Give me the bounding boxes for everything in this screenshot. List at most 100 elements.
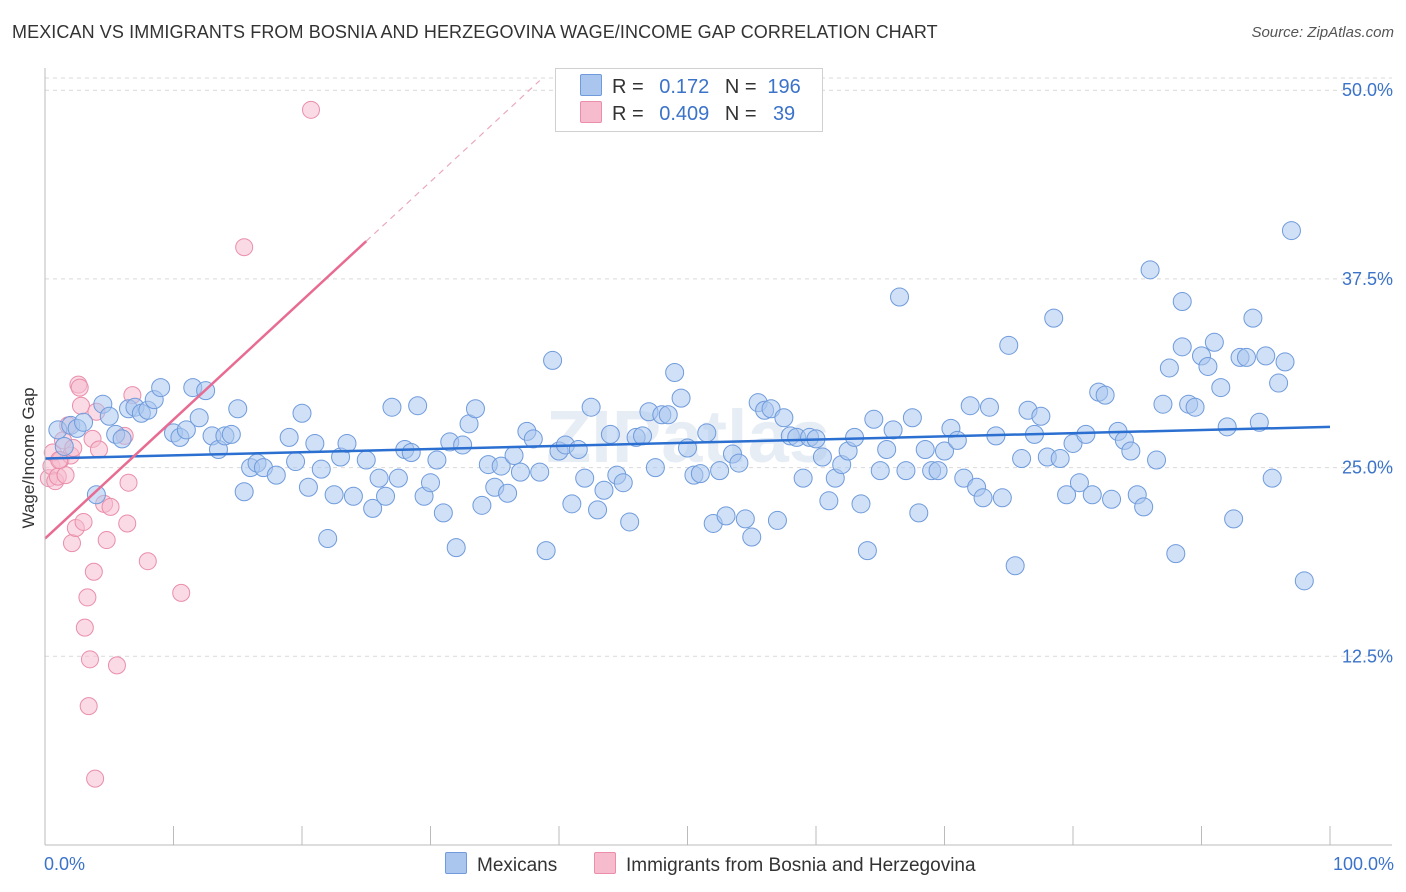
- data-point-mexicans: [620, 512, 640, 532]
- data-point-mexicans: [645, 458, 665, 478]
- bosnia-r-value: 0.409: [659, 103, 710, 125]
- data-point-bosnia: [101, 497, 120, 516]
- data-point-mexicans: [992, 488, 1012, 508]
- data-point-mexicans: [1204, 332, 1224, 352]
- data-point-mexicans: [1153, 394, 1173, 414]
- data-point-mexicans: [735, 509, 755, 529]
- pink-swatch: [580, 101, 602, 123]
- data-point-mexicans: [298, 477, 318, 497]
- data-point-mexicans: [99, 406, 119, 426]
- data-point-mexicans: [1243, 308, 1263, 328]
- data-point-mexicans: [947, 430, 967, 450]
- data-point-mexicans: [1256, 346, 1276, 366]
- data-point-bosnia: [235, 238, 254, 257]
- data-point-mexicans: [266, 465, 286, 485]
- data-point-mexicans: [902, 408, 922, 428]
- data-point-mexicans: [568, 439, 588, 459]
- data-point-mexicans: [1050, 449, 1070, 469]
- data-point-mexicans: [504, 446, 524, 466]
- y-tick-label: 25.0%: [1342, 458, 1393, 478]
- data-point-mexicans: [1121, 441, 1141, 461]
- data-point-mexicans: [427, 450, 447, 470]
- data-point-mexicans: [530, 462, 550, 482]
- data-point-mexicans: [1082, 485, 1102, 505]
- legend-label-mexicans: Mexicans: [477, 855, 558, 876]
- data-point-mexicans: [1159, 358, 1179, 378]
- data-point-mexicans: [729, 453, 749, 473]
- data-point-mexicans: [1031, 406, 1051, 426]
- data-point-bosnia: [97, 531, 116, 550]
- data-point-mexicans: [324, 485, 344, 505]
- data-point-mexicans: [658, 405, 678, 425]
- trend-line-bosnia: [44, 240, 368, 540]
- data-point-mexicans: [600, 424, 620, 444]
- data-point-bosnia: [79, 697, 98, 716]
- data-point-mexicans: [151, 378, 171, 398]
- data-point-mexicans: [279, 427, 299, 447]
- data-point-mexicans: [870, 461, 890, 481]
- data-point-mexicans: [716, 506, 736, 526]
- data-point-mexicans: [1005, 556, 1025, 576]
- data-point-mexicans: [935, 441, 954, 461]
- data-point-mexicans: [286, 452, 306, 472]
- source-label: Source: ZipAtlas.com: [1251, 24, 1394, 41]
- x-tick-label-max: 100.0%: [1333, 854, 1394, 874]
- data-point-mexicans: [369, 468, 389, 488]
- data-point-mexicans: [1076, 424, 1096, 444]
- data-point-mexicans: [292, 403, 312, 423]
- data-point-mexicans: [491, 456, 511, 476]
- x-tick-label-min: 0.0%: [44, 854, 85, 874]
- data-point-mexicans: [896, 461, 916, 481]
- data-point-mexicans: [575, 468, 595, 488]
- data-point-mexicans: [742, 527, 762, 547]
- data-point-mexicans: [86, 485, 106, 505]
- data-point-mexicans: [388, 468, 408, 488]
- y-tick-label: 50.0%: [1342, 80, 1393, 100]
- data-point-mexicans: [1172, 292, 1192, 312]
- data-point-mexicans: [472, 495, 492, 515]
- data-point-mexicans: [112, 429, 132, 449]
- chart-title: MEXICAN VS IMMIGRANTS FROM BOSNIA AND HE…: [12, 22, 938, 42]
- pink-swatch: [594, 852, 616, 874]
- data-point-bosnia: [71, 396, 90, 415]
- y-tick-label: 12.5%: [1342, 646, 1393, 666]
- data-point-mexicans: [1269, 373, 1289, 393]
- data-point-mexicans: [1281, 221, 1301, 241]
- data-point-bosnia: [78, 588, 97, 607]
- data-point-mexicans: [1044, 308, 1064, 328]
- r-label: R =: [612, 76, 644, 98]
- data-point-mexicans: [613, 473, 633, 493]
- data-point-mexicans: [960, 396, 980, 416]
- data-point-bosnia: [84, 562, 103, 581]
- data-point-mexicans: [1134, 497, 1154, 517]
- data-point-mexicans: [189, 408, 209, 428]
- y-tick-label: 37.5%: [1342, 269, 1393, 289]
- data-point-mexicans: [864, 409, 884, 429]
- r-label: R =: [612, 103, 644, 125]
- data-point-mexicans: [311, 459, 331, 479]
- data-point-bosnia: [118, 514, 137, 533]
- data-point-mexicans: [761, 399, 781, 419]
- legend-item-mexicans[interactable]: Mexicans: [445, 852, 557, 877]
- data-point-mexicans: [999, 335, 1019, 355]
- data-point-mexicans: [234, 482, 254, 502]
- data-point-mexicans: [401, 443, 421, 462]
- data-point-mexicans: [690, 464, 710, 484]
- data-point-mexicans: [851, 494, 871, 514]
- data-point-mexicans: [1294, 571, 1314, 591]
- data-point-mexicans: [909, 503, 929, 523]
- data-point-mexicans: [928, 461, 948, 481]
- data-point-mexicans: [877, 439, 897, 459]
- data-point-mexicans: [1102, 489, 1122, 509]
- data-point-mexicans: [594, 480, 614, 500]
- mexicans-n-value: 196: [767, 76, 801, 98]
- legend-item-bosnia[interactable]: Immigrants from Bosnia and Herzegovina: [594, 852, 976, 877]
- data-point-mexicans: [536, 541, 556, 561]
- data-point-mexicans: [890, 287, 910, 307]
- trend-extension-bosnia: [365, 80, 541, 242]
- data-point-mexicans: [228, 399, 248, 419]
- data-point-bosnia: [172, 583, 191, 602]
- data-point-mexicans: [510, 462, 530, 482]
- data-point-bosnia: [80, 650, 99, 669]
